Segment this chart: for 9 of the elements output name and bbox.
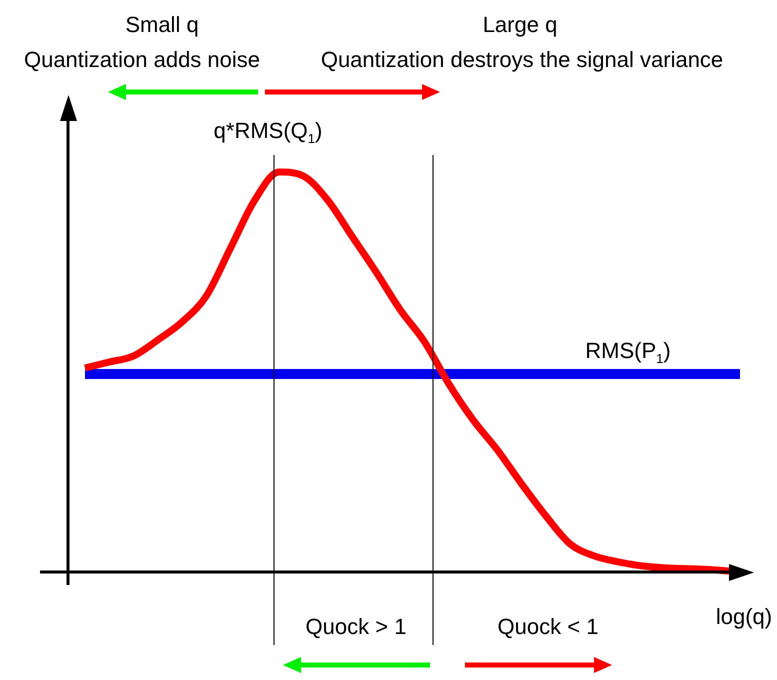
series-label: q*RMS(Q$_{1}$) — [214, 118, 322, 146]
text: Quock < 1 — [498, 614, 598, 640]
text: Quantization adds noise — [24, 47, 260, 73]
text: Large q — [482, 12, 558, 38]
series-label: RMS(P$_{1}$) — [585, 338, 671, 366]
text: Quantization destroys the signal variance — [320, 47, 724, 73]
x-axis-title: log(q) — [716, 604, 772, 630]
text: Small q — [125, 12, 199, 38]
text: Quock > 1 — [306, 614, 406, 640]
